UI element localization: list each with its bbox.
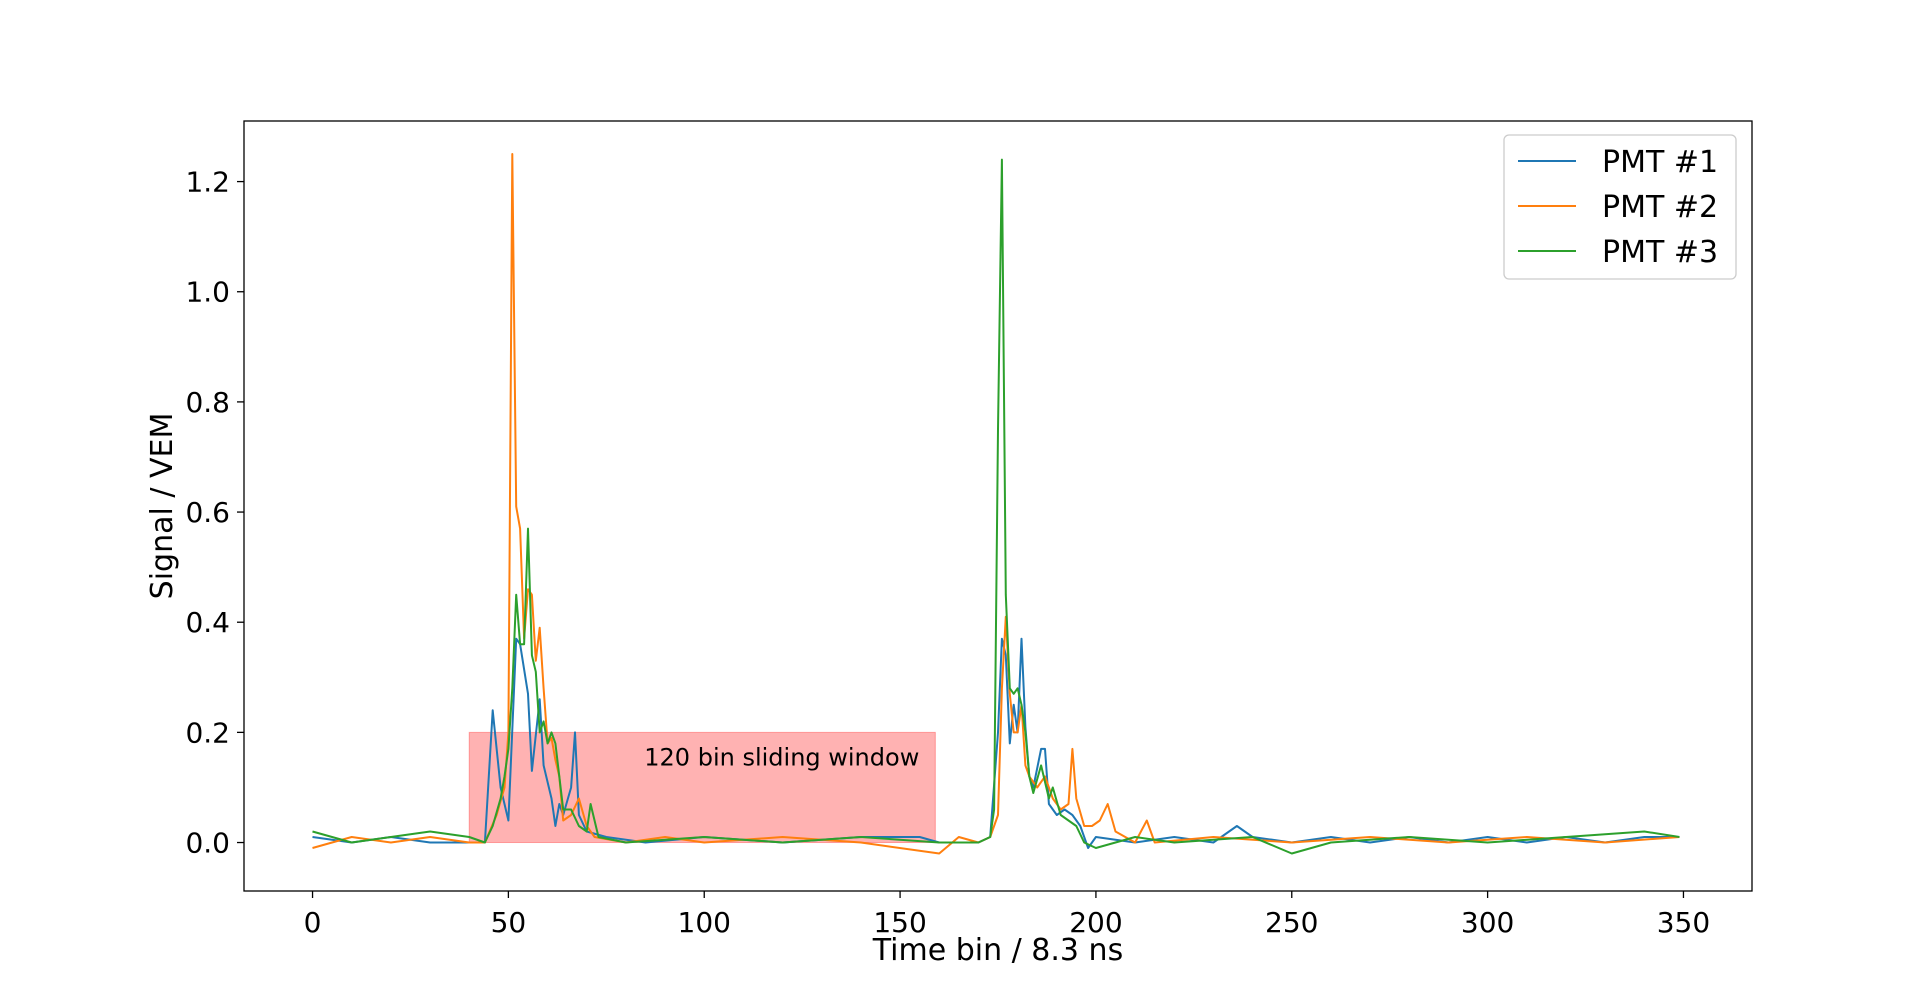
legend-label-pmt-2: PMT #2 bbox=[1602, 190, 1718, 225]
y-axis: 0.0 0.2 0.4 0.6 0.8 1.0 1.2 bbox=[185, 166, 244, 860]
y-tick-label: 1.2 bbox=[185, 166, 230, 199]
x-axis: 0 50 100 150 200 250 300 350 bbox=[304, 891, 1710, 939]
legend-box bbox=[1503, 134, 1737, 280]
legend-label-pmt-3: PMT #3 bbox=[1602, 235, 1718, 270]
series-line-pmt-2 bbox=[312, 153, 1680, 855]
y-tick-label: 0.4 bbox=[185, 606, 230, 639]
x-tick-label: 250 bbox=[1265, 906, 1318, 939]
sliding-window-rect bbox=[468, 731, 936, 844]
x-tick-label: 350 bbox=[1657, 906, 1710, 939]
plot-frame bbox=[243, 120, 1753, 892]
y-axis-label: Signal / VEM bbox=[145, 413, 180, 600]
sliding-window: 120 bin sliding window bbox=[468, 731, 936, 844]
series-lines bbox=[312, 153, 1680, 855]
x-tick-label: 0 bbox=[304, 906, 322, 939]
x-tick-label: 300 bbox=[1461, 906, 1514, 939]
y-tick-label: 1.0 bbox=[185, 276, 230, 309]
x-axis-label: Time bin / 8.3 ns bbox=[872, 933, 1123, 968]
y-tick-label: 0.2 bbox=[185, 716, 230, 749]
x-tick-label: 200 bbox=[1069, 906, 1122, 939]
y-tick-label: 0.0 bbox=[185, 827, 230, 860]
y-tick-label: 0.6 bbox=[185, 496, 230, 529]
x-tick-label: 150 bbox=[873, 906, 926, 939]
y-tick-label: 0.8 bbox=[185, 386, 230, 419]
x-tick-label: 100 bbox=[678, 906, 731, 939]
sliding-window-label: 120 bin sliding window bbox=[644, 743, 919, 771]
series-line-pmt-3 bbox=[312, 158, 1680, 855]
legend-label-pmt-1: PMT #1 bbox=[1602, 145, 1718, 180]
x-tick-label: 50 bbox=[491, 906, 527, 939]
legend: PMT #1 PMT #2 PMT #3 bbox=[1503, 134, 1737, 280]
